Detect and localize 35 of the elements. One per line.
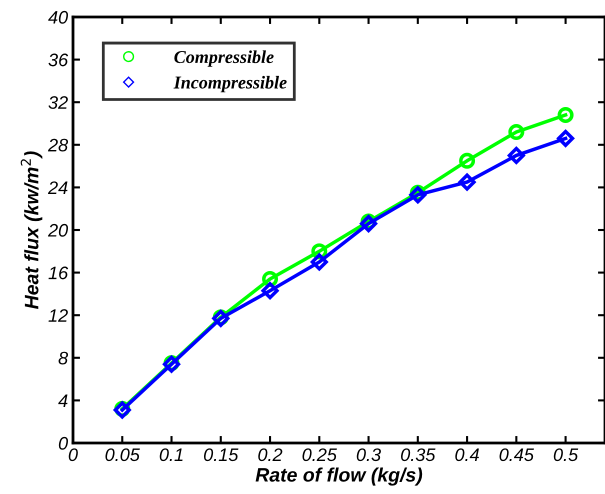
y-tick-label: 4 [58, 394, 68, 407]
point [458, 173, 476, 191]
point [508, 146, 525, 164]
x-tick-label: 0 [68, 448, 78, 462]
y-tick-label: 16 [48, 266, 68, 280]
x-tick-label: 0.2 [258, 448, 282, 462]
x-tick-label: 0.15 [204, 448, 238, 462]
point [261, 282, 279, 300]
x-tick-label: 0.25 [302, 448, 337, 462]
y-tick-label: 20 [48, 224, 68, 237]
point [508, 124, 524, 140]
y-tick-label: 40 [48, 10, 68, 24]
x-tick-label: 0.5 [554, 448, 578, 462]
y-tick-label: 28 [48, 138, 68, 152]
legend-label: Compressible [174, 50, 274, 67]
y-tick-label: 32 [48, 96, 68, 109]
y-axis-title: Heat flux (kw/m$^{2}$) [20, 151, 42, 309]
y-tick-label: 24 [48, 181, 68, 194]
point [556, 130, 574, 148]
point [558, 106, 574, 123]
x-tick-label: 0.45 [500, 448, 534, 462]
x-axis-title: Rate of flow (kg/s) [256, 467, 422, 486]
x-tick-label: 0.05 [105, 448, 140, 462]
point [310, 253, 328, 271]
point [459, 152, 476, 169]
legend-label: Incompressible [174, 76, 287, 92]
x-tick-label: 0.3 [356, 448, 381, 462]
y-tick-label: 12 [48, 309, 68, 322]
y-tick-label: 36 [48, 54, 68, 66]
y-tick-label: 8 [58, 352, 68, 365]
point [360, 215, 378, 232]
y-tick-label: 0 [58, 436, 68, 450]
x-tick-label: 0.35 [401, 448, 436, 462]
x-tick-label: 0.4 [455, 448, 479, 462]
x-tick-label: 0.1 [160, 448, 183, 462]
